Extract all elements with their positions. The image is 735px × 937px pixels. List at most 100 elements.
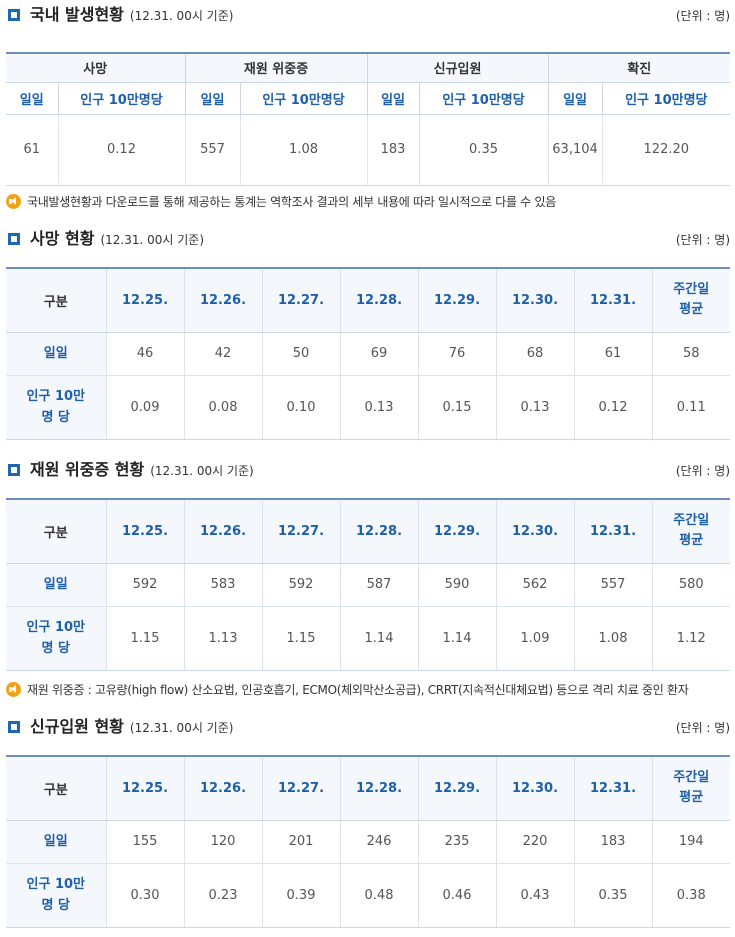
table-cell: 557 xyxy=(185,114,241,186)
group-header: 확진 xyxy=(548,53,731,83)
table-row: 일일 46 42 50 69 76 68 61 58 xyxy=(6,332,730,376)
square-bullet-icon xyxy=(8,9,20,21)
table-cell: 220 xyxy=(496,820,575,864)
row-header: 인구 10만 명 당 xyxy=(6,375,107,440)
table-cell: 0.15 xyxy=(418,375,497,440)
table-cell: 1.08 xyxy=(240,114,368,186)
table-cell: 592 xyxy=(106,563,185,607)
sub-header-per100k: 인구 10만명당 xyxy=(602,82,731,115)
group-header: 사망 xyxy=(6,53,186,83)
admission-weekly-table: 구분 12.25. 12.26. 12.27. 12.28. 12.29. 12… xyxy=(6,755,730,928)
table-cell: 50 xyxy=(262,332,341,376)
sub-header-daily: 일일 xyxy=(367,82,420,115)
row-header: 인구 10만 명 당 xyxy=(6,863,107,928)
table-cell: 201 xyxy=(262,820,341,864)
table-row: 인구 10만 명 당 1.15 1.13 1.15 1.14 1.14 1.09 … xyxy=(6,606,730,671)
table-cell: 69 xyxy=(340,332,419,376)
table-cell: 46 xyxy=(106,332,185,376)
table-cell: 0.11 xyxy=(652,375,730,440)
speaker-icon xyxy=(6,682,21,697)
table-cell: 0.38 xyxy=(652,863,730,928)
column-header-date: 12.27. xyxy=(262,268,341,333)
column-header-date: 12.26. xyxy=(184,499,263,564)
table-cell: 1.15 xyxy=(106,606,185,671)
table-cell: 194 xyxy=(652,820,730,864)
column-header-date: 12.30. xyxy=(496,268,575,333)
table-cell: 1.14 xyxy=(418,606,497,671)
header-row: 구분 12.25. 12.26. 12.27. 12.28. 12.29. 12… xyxy=(6,756,730,821)
table-cell: 592 xyxy=(262,563,341,607)
group-header: 재원 위중증 xyxy=(185,53,368,83)
unit-label: (단위 : 명) xyxy=(675,9,730,23)
table-cell: 1.08 xyxy=(574,606,653,671)
table-cell: 0.43 xyxy=(496,863,575,928)
domestic-note: 국내발생현황과 다운로드를 통해 제공하는 통계는 역학조사 결과의 세부 내용… xyxy=(6,193,556,210)
table-cell: 1.15 xyxy=(262,606,341,671)
square-bullet-icon xyxy=(8,233,20,245)
table-cell: 235 xyxy=(418,820,497,864)
unit-label: (단위 : 명) xyxy=(675,464,730,478)
severe-weekly-table: 구분 12.25. 12.26. 12.27. 12.28. 12.29. 12… xyxy=(6,498,730,671)
table-cell: 58 xyxy=(652,332,730,376)
row-header: 인구 10만 명 당 xyxy=(6,606,107,671)
table-cell: 1.13 xyxy=(184,606,263,671)
table-row: 인구 10만 명 당 0.30 0.23 0.39 0.48 0.46 0.43 … xyxy=(6,863,730,928)
table-cell: 0.35 xyxy=(574,863,653,928)
table-cell: 1.09 xyxy=(496,606,575,671)
table-cell: 120 xyxy=(184,820,263,864)
table-cell: 0.48 xyxy=(340,863,419,928)
severe-note: 재원 위중증 : 고유량(high flow) 산소요법, 인공호흡기, ECM… xyxy=(6,681,689,698)
table-cell: 0.13 xyxy=(340,375,419,440)
table-cell: 0.46 xyxy=(418,863,497,928)
note-text: 재원 위중증 : 고유량(high flow) 산소요법, 인공호흡기, ECM… xyxy=(27,683,689,697)
sub-header-per100k: 인구 10만명당 xyxy=(419,82,549,115)
unit-label: (단위 : 명) xyxy=(675,721,730,735)
table-cell: 0.13 xyxy=(496,375,575,440)
table-cell: 122.20 xyxy=(602,114,731,186)
column-header-date: 12.30. xyxy=(496,499,575,564)
table-cell: 0.10 xyxy=(262,375,341,440)
table-cell: 63,104 xyxy=(548,114,603,186)
column-header-date: 12.31. xyxy=(574,268,653,333)
column-header-date: 12.26. xyxy=(184,756,263,821)
table-cell: 0.09 xyxy=(106,375,185,440)
table-cell: 1.12 xyxy=(652,606,730,671)
column-header-gubun: 구분 xyxy=(6,499,107,564)
unit-label: (단위 : 명) xyxy=(675,233,730,247)
row-header: 일일 xyxy=(6,332,107,376)
column-header-weekly-avg: 주간일 평균 xyxy=(652,499,730,564)
sub-header-daily: 일일 xyxy=(185,82,241,115)
table-cell: 0.35 xyxy=(419,114,549,186)
table-cell: 557 xyxy=(574,563,653,607)
sub-header-per100k: 인구 10만명당 xyxy=(58,82,186,115)
domestic-section-header: 국내 발생현황 (12.31. 00시 기준) (단위 : 명) xyxy=(6,4,730,28)
column-header-date: 12.28. xyxy=(340,268,419,333)
domestic-summary-table: 사망 재원 위중증 신규입원 확진 일일 인구 10만명당 일일 인구 10만명… xyxy=(6,52,731,186)
group-header-row: 사망 재원 위중증 신규입원 확진 xyxy=(6,53,731,83)
table-cell: 61 xyxy=(6,114,59,186)
column-header-date: 12.25. xyxy=(106,756,185,821)
column-header-date: 12.29. xyxy=(418,268,497,333)
column-header-date: 12.29. xyxy=(418,499,497,564)
table-row: 일일 592 583 592 587 590 562 557 580 xyxy=(6,563,730,607)
table-cell: 68 xyxy=(496,332,575,376)
column-header-weekly-avg: 주간일 평균 xyxy=(652,756,730,821)
note-text: 국내발생현황과 다운로드를 통해 제공하는 통계는 역학조사 결과의 세부 내용… xyxy=(27,195,556,209)
column-header-date: 12.30. xyxy=(496,756,575,821)
section-title: 국내 발생현황 (12.31. 00시 기준) xyxy=(30,5,234,24)
square-bullet-icon xyxy=(8,721,20,733)
speaker-icon xyxy=(6,194,21,209)
death-weekly-table: 구분 12.25. 12.26. 12.27. 12.28. 12.29. 12… xyxy=(6,267,730,440)
square-bullet-icon xyxy=(8,464,20,476)
column-header-date: 12.29. xyxy=(418,756,497,821)
section-title: 재원 위중증 현황 (12.31. 00시 기준) xyxy=(30,460,254,479)
death-section-header: 사망 현황 (12.31. 00시 기준) (단위 : 명) xyxy=(6,228,730,252)
table-cell: 583 xyxy=(184,563,263,607)
severe-section-header: 재원 위중증 현황 (12.31. 00시 기준) (단위 : 명) xyxy=(6,459,730,483)
column-header-date: 12.28. xyxy=(340,756,419,821)
table-row: 일일 155 120 201 246 235 220 183 194 xyxy=(6,820,730,864)
base-time: (12.31. 00시 기준) xyxy=(129,721,234,735)
table-cell: 183 xyxy=(367,114,420,186)
section-title: 신규입원 현황 (12.31. 00시 기준) xyxy=(30,717,234,736)
row-header: 일일 xyxy=(6,820,107,864)
